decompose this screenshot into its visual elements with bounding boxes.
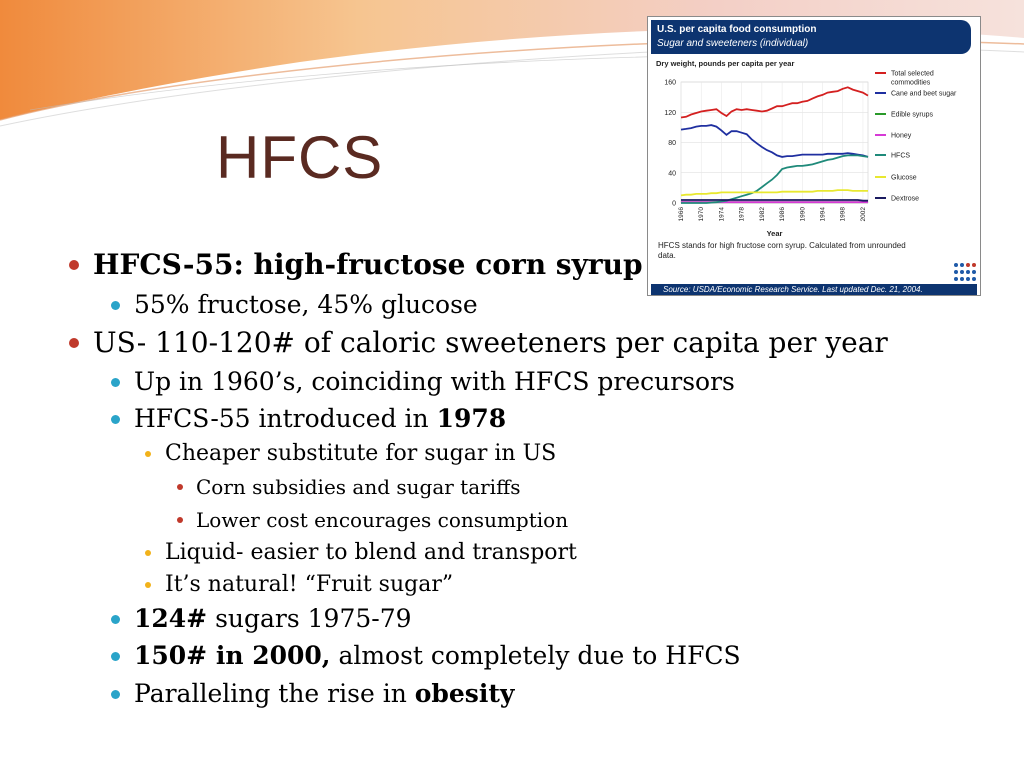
bullet-level-1: HFCS-55: high-fructose corn syrup <box>69 248 643 282</box>
bullet-dot-icon <box>69 260 79 270</box>
bullet-level-4: Corn subsidies and sugar tariffs <box>177 474 521 500</box>
series-line-glucose <box>680 189 868 197</box>
chart-subtitle: Sugar and sweeteners (individual) <box>657 38 809 49</box>
bullet-level-2: Up in 1960’s, coinciding with HFCS precu… <box>111 367 735 397</box>
bullet-dot-icon <box>145 451 151 457</box>
y-tick-label: 40 <box>668 170 676 177</box>
bullet-text: It’s natural! “Fruit sugar” <box>165 572 454 597</box>
legend-label: HFCS <box>891 153 910 160</box>
bullet-level-3: Liquid- easier to blend and transport <box>145 539 577 567</box>
x-tick-label: 1982 <box>759 207 766 222</box>
bullet-text: almost completely due to HFCS <box>330 641 741 670</box>
bullet-text: 1978 <box>436 404 507 433</box>
bullet-level-2: Paralleling the rise in obesity <box>111 679 515 709</box>
bullet-dot-icon <box>111 690 120 699</box>
series-line-dextrose <box>681 199 868 202</box>
bullet-text: Lower cost encourages consumption <box>196 508 569 532</box>
x-tick-label: 1970 <box>698 207 705 222</box>
bullet-text: 150# in 2000, <box>134 641 331 670</box>
bullet-text: obesity <box>414 679 515 708</box>
legend-label: Edible syrups <box>891 112 934 119</box>
series-line-total-selected-commodities <box>680 86 869 119</box>
legend-label: Dextrose <box>891 196 919 203</box>
slide-title: HFCS <box>216 124 384 191</box>
ers-logo-label: ERS <box>961 554 976 561</box>
bullet-text: Liquid- easier to blend and transport <box>165 540 577 565</box>
y-tick-label: 0 <box>672 201 676 208</box>
ers-logo-icon <box>954 263 976 281</box>
chart-note: HFCS stands for high fructose corn syrup… <box>658 241 906 260</box>
legend-label: Total selected commodities <box>891 71 934 87</box>
bullet-dot-icon <box>111 415 120 424</box>
bullet-text: HFCS-55: high-fructose corn syrup <box>93 248 643 281</box>
bullet-text: sugars 1975-79 <box>207 604 412 633</box>
bullet-level-4: Lower cost encourages consumption <box>177 507 569 533</box>
bullet-dot-icon <box>177 517 183 523</box>
bullet-level-2: HFCS-55 introduced in 1978 <box>111 404 507 434</box>
bullet-dot-icon <box>69 338 79 348</box>
bullet-text: 124# <box>134 604 208 633</box>
legend-label: Cane and beet sugar <box>891 91 957 98</box>
chart-source-bar: Source: USDA/Economic Research Service. … <box>651 284 977 561</box>
legend-label: Glucose <box>891 175 917 182</box>
bullet-dot-icon <box>145 582 151 588</box>
bullet-dot-icon <box>111 378 120 387</box>
bullet-text: Up in 1960’s, coinciding with HFCS precu… <box>134 367 735 396</box>
x-tick-label: 1990 <box>799 207 806 222</box>
bullet-dot-icon <box>177 484 183 490</box>
chart-source: Source: USDA/Economic Research Service. … <box>663 285 923 294</box>
bullet-text: Paralleling the rise in <box>134 679 415 708</box>
x-axis-label: Year <box>767 229 783 238</box>
bullet-level-1: US- 110-120# of caloric sweeteners per c… <box>69 326 888 360</box>
chart-title: U.S. per capita food consumption <box>657 24 817 35</box>
legend-label: Honey <box>891 133 912 140</box>
x-tick-label: 1966 <box>678 207 685 222</box>
bullet-text: US- 110-120# of caloric sweeteners per c… <box>93 326 888 359</box>
series-line-cane-and-beet-sugar <box>680 124 869 158</box>
bullet-text: 55% fructose, 45% glucose <box>134 290 478 319</box>
y-tick-label: 80 <box>668 140 676 147</box>
bullet-text: Corn subsidies and sugar tariffs <box>196 475 521 499</box>
x-tick-label: 1994 <box>820 207 827 222</box>
bullet-text: HFCS-55 introduced in <box>134 404 437 433</box>
bullet-level-3: It’s natural! “Fruit sugar” <box>145 571 454 599</box>
x-tick-label: 2002 <box>860 207 867 222</box>
consumption-chart: Dry weight, pounds per capita per year 0 4… <box>647 16 981 561</box>
bullet-text: Cheaper substitute for sugar in US <box>165 441 557 466</box>
bullet-dot-icon <box>111 301 120 310</box>
bullet-level-2: 150# in 2000, almost completely due to H… <box>111 641 741 671</box>
x-tick-label: 1986 <box>779 207 786 222</box>
x-tick-label: 1978 <box>739 207 746 222</box>
bullet-dot-icon <box>145 550 151 556</box>
bullet-level-3: Cheaper substitute for sugar in US <box>145 440 557 468</box>
bullet-level-2: 124# sugars 1975-79 <box>111 604 412 634</box>
y-axis-label: Dry weight, pounds per capita per year <box>656 59 794 68</box>
y-tick-label: 160 <box>664 80 676 87</box>
y-tick-label: 120 <box>664 110 676 117</box>
chart-banner: U.S. per capita food consumption Sugar a… <box>651 20 971 54</box>
bullet-dot-icon <box>111 652 120 661</box>
bullet-dot-icon <box>111 615 120 624</box>
x-tick-label: 1998 <box>840 207 847 222</box>
x-tick-label: 1974 <box>718 207 725 222</box>
series-line-hfcs <box>681 154 869 204</box>
chart-plot: Dry weight, pounds per capita per year 0 4… <box>656 59 957 238</box>
bullet-level-2: 55% fructose, 45% glucose <box>111 290 478 320</box>
